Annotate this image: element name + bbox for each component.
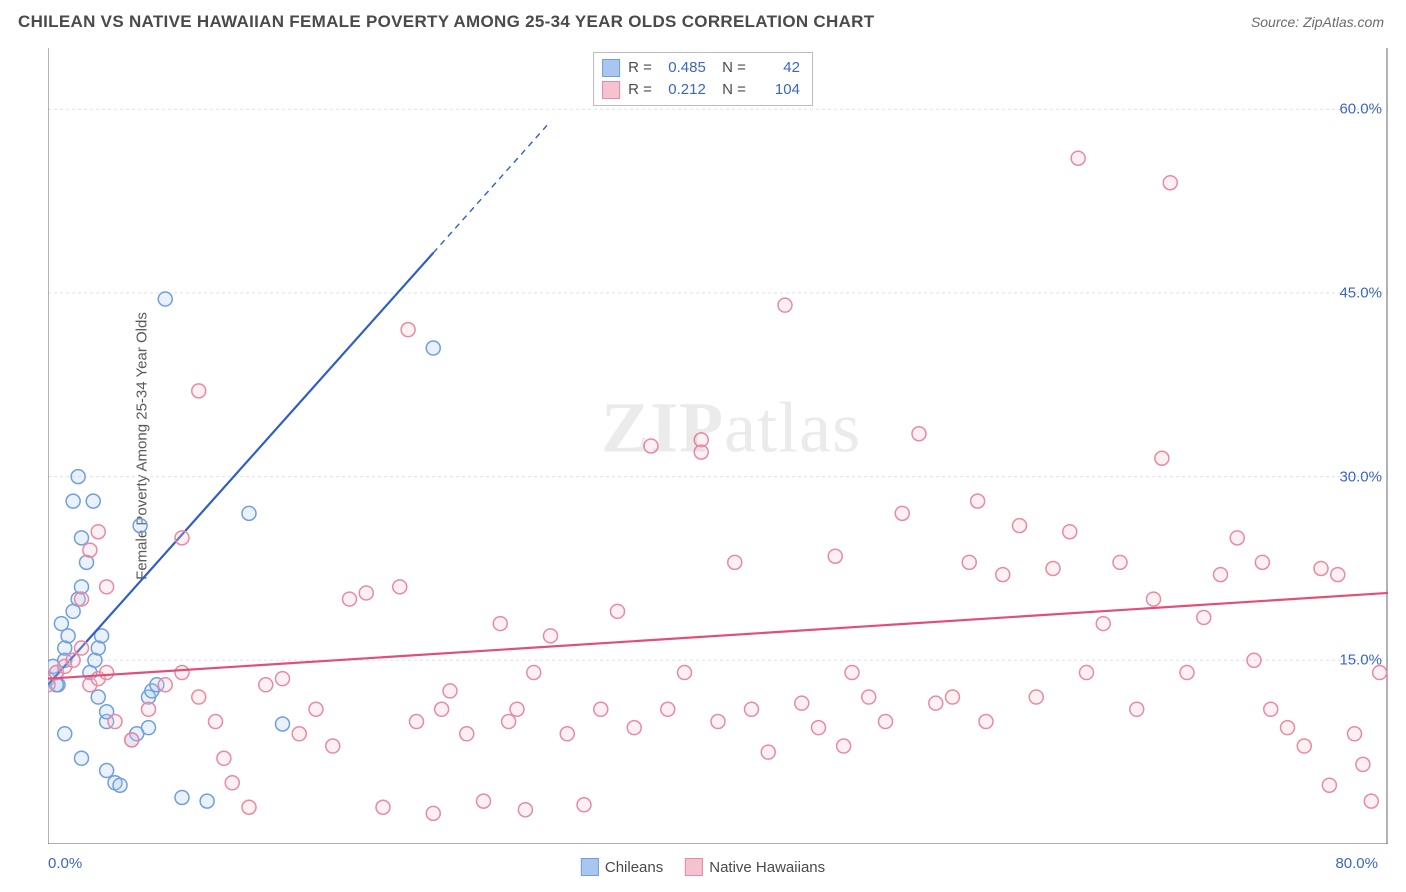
legend-swatch xyxy=(602,81,620,99)
legend-label: Chileans xyxy=(605,859,663,876)
y-tick: 30.0% xyxy=(1339,468,1382,485)
legend-item: Native Hawaiians xyxy=(685,858,825,876)
source-attribution: Source: ZipAtlas.com xyxy=(1251,14,1384,30)
y-tick: 45.0% xyxy=(1339,284,1382,301)
legend-swatch xyxy=(581,858,599,876)
y-tick: 60.0% xyxy=(1339,101,1382,118)
chart-title: CHILEAN VS NATIVE HAWAIIAN FEMALE POVERT… xyxy=(18,12,874,32)
scatter-plot xyxy=(48,48,1388,844)
x-tick-min: 0.0% xyxy=(48,855,82,872)
legend-label: Native Hawaiians xyxy=(709,859,825,876)
legend-swatch xyxy=(602,59,620,77)
legend-item: Chileans xyxy=(581,858,663,876)
y-tick: 15.0% xyxy=(1339,652,1382,669)
x-tick-max: 80.0% xyxy=(1335,855,1378,872)
legend-swatch xyxy=(685,858,703,876)
correlation-legend-row: R =0.212 N =104 xyxy=(602,79,800,101)
plot-container xyxy=(48,48,1388,844)
series-legend: Chileans Native Hawaiians xyxy=(581,858,825,876)
correlation-legend: R =0.485 N =42R =0.212 N =104 xyxy=(593,52,813,106)
correlation-legend-row: R =0.485 N =42 xyxy=(602,57,800,79)
